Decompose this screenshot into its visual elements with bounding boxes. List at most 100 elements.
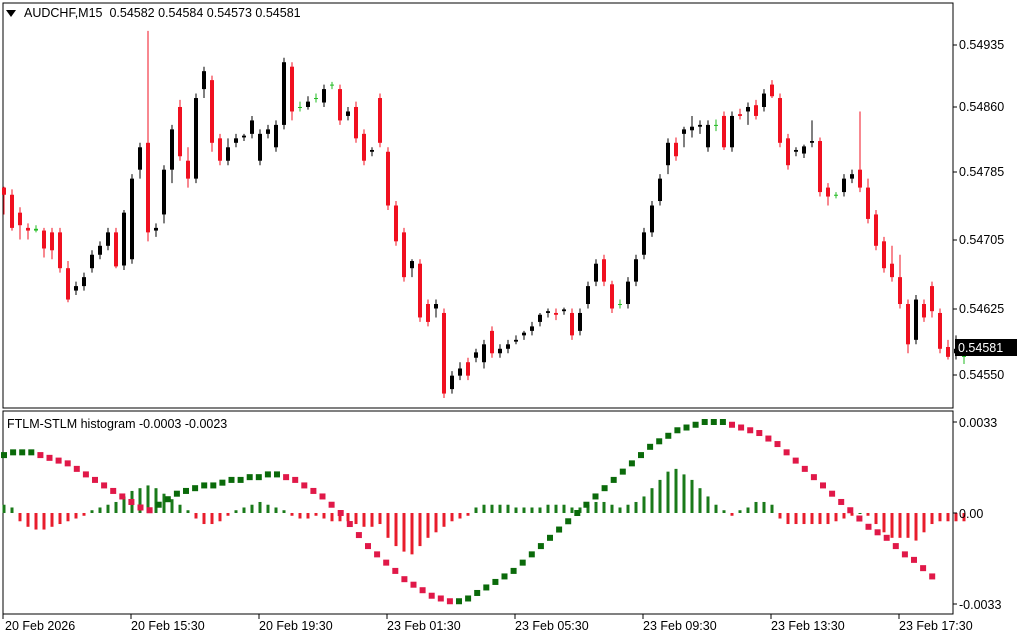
signal-dot [264, 471, 271, 478]
signal-dot [55, 457, 62, 464]
histogram-bar [730, 513, 734, 516]
time-label: 23 Feb 17:30 [899, 619, 973, 633]
candle-body [562, 309, 566, 312]
signal-dot [829, 490, 836, 497]
histogram-bar [218, 513, 222, 522]
signal-dot [874, 529, 881, 536]
time-label: 20 Feb 15:30 [131, 619, 205, 633]
histogram-bar [594, 501, 598, 513]
candle-body [426, 304, 430, 322]
candle-body [154, 227, 158, 231]
histogram-bar [154, 488, 158, 513]
signal-dot [701, 419, 708, 425]
signal-dot [747, 427, 754, 434]
candle-body [794, 149, 798, 152]
histogram-bar [722, 510, 726, 513]
histogram-bar [354, 513, 358, 525]
candle-body [298, 106, 302, 108]
histogram-bar [90, 510, 94, 513]
histogram-bar [666, 471, 670, 513]
signal-dot [219, 479, 226, 486]
histogram-bar [634, 501, 638, 513]
candle-body [346, 111, 350, 116]
candle-body [386, 151, 390, 206]
histogram-bar [698, 488, 702, 513]
candle-body [418, 263, 422, 318]
histogram-bar [786, 513, 790, 525]
signal-dot [328, 501, 335, 508]
signal-dot [201, 482, 208, 489]
time-axis: 20 Feb 2026 20 Feb 15:30 20 Feb 19:30 23… [2, 614, 973, 633]
signal-dot [192, 485, 199, 492]
histogram-bar [202, 513, 206, 525]
signal-dot [392, 567, 399, 574]
signal-dot [920, 565, 927, 572]
signal-dot [710, 419, 717, 425]
candle-body [370, 149, 374, 152]
histogram-bar [714, 504, 718, 513]
time-label: 20 Feb 2026 [5, 619, 75, 633]
histogram-bar [818, 513, 822, 525]
histogram-bar [930, 513, 934, 525]
candle-body [10, 194, 14, 228]
indicator-tick: 0.00 [959, 507, 983, 521]
candle-body [354, 106, 358, 139]
signal-dot [729, 421, 735, 428]
candle-body [770, 84, 774, 97]
signal-dot [355, 532, 362, 539]
collapse-triangle-icon[interactable] [6, 10, 16, 17]
histogram-bar [586, 504, 590, 513]
histogram-bar [298, 513, 302, 519]
candle-body [706, 124, 710, 148]
candle-body [34, 228, 38, 231]
histogram-bar [618, 507, 622, 513]
signal-dot [37, 452, 44, 459]
signal-dot [146, 507, 153, 514]
histogram-bar [882, 513, 886, 533]
candle-body [658, 178, 662, 202]
histogram-bar [234, 510, 238, 513]
histogram-bar [370, 513, 374, 527]
price-chart-frame[interactable] [2, 2, 954, 409]
signal-dot [483, 584, 490, 591]
signal-dot [73, 465, 80, 472]
candle-body [802, 146, 806, 154]
histogram-bar [282, 510, 286, 513]
candle-body [594, 263, 598, 282]
candle-body [778, 98, 782, 143]
candle-body [602, 259, 606, 282]
histogram-bar [538, 507, 542, 513]
histogram-bar [330, 513, 334, 522]
candle-body [266, 129, 270, 134]
candle-body [410, 261, 414, 269]
candle-body [786, 138, 790, 166]
histogram-bar [346, 513, 350, 522]
histogram-bar [754, 501, 758, 513]
histogram-bar [386, 513, 390, 538]
histogram-bar [42, 513, 46, 530]
candle-body [906, 304, 910, 345]
histogram-bar [10, 507, 14, 513]
signal-dot [537, 543, 544, 550]
candle-body [314, 98, 318, 100]
histogram-bar [138, 488, 142, 513]
candle-body [450, 375, 454, 390]
candle-body [234, 138, 238, 143]
signal-dot [428, 592, 435, 599]
indicator-chart-frame[interactable] [2, 410, 954, 615]
candles-layer [2, 30, 966, 399]
candle-body [130, 178, 134, 260]
signal-dot [1, 452, 7, 459]
histogram-bar [562, 504, 566, 513]
signal-dot [838, 498, 845, 505]
signal-dot [856, 515, 863, 522]
histogram-bar [498, 504, 502, 513]
candle-body [690, 126, 694, 131]
candle-body [914, 299, 918, 340]
time-label: 20 Feb 19:30 [259, 619, 333, 633]
histogram-bar [682, 474, 686, 513]
signal-dot [365, 543, 371, 550]
signal-dot [301, 482, 308, 489]
signal-dot [556, 526, 563, 533]
